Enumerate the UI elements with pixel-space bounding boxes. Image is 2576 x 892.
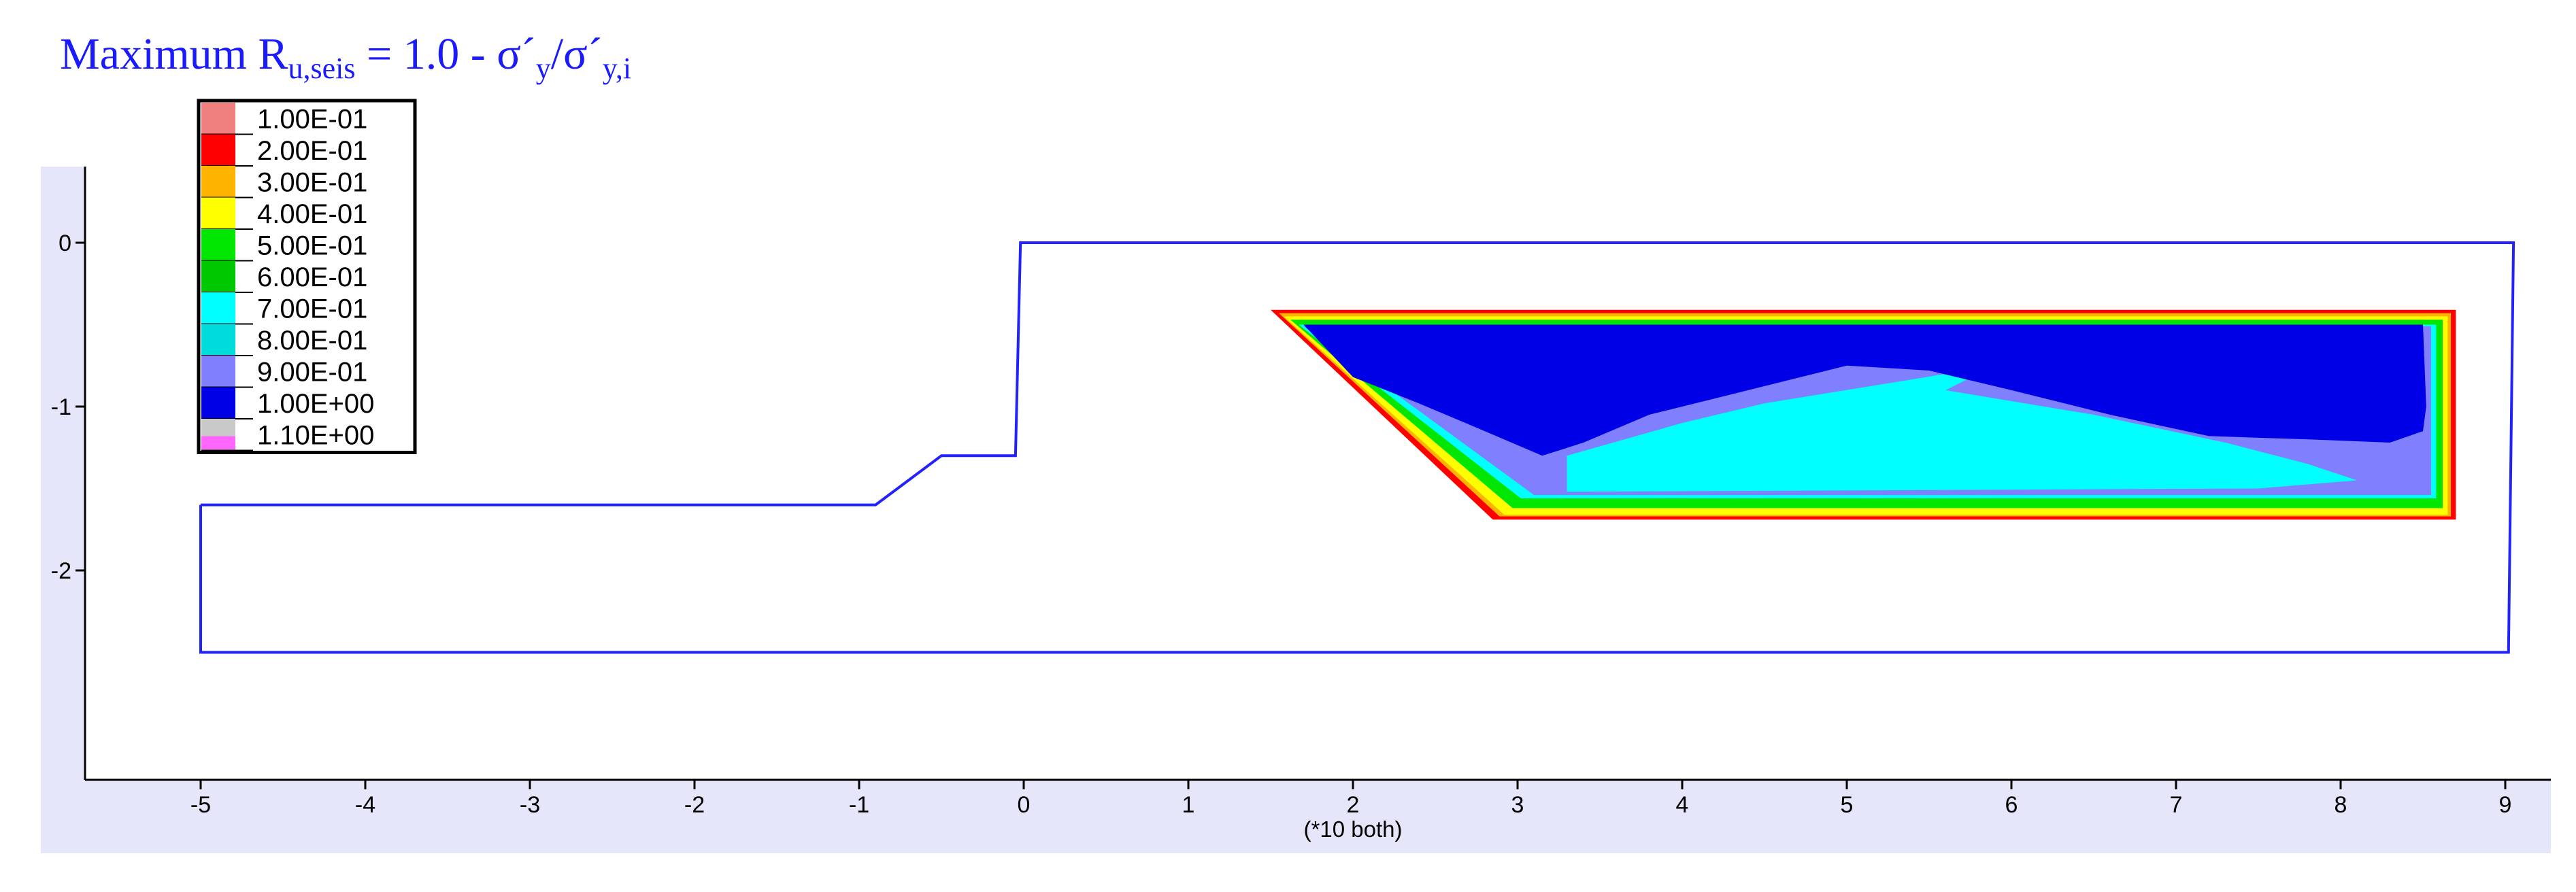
x-tick-label-6: 1 [1182, 792, 1195, 818]
contour-band-6 [1567, 365, 2358, 492]
x-tick-label-11: 6 [2005, 792, 2018, 818]
contour-band-7 [1303, 324, 2426, 456]
title-prefix-subscript: u,seis [288, 52, 356, 85]
model-boundary-line [199, 241, 2515, 654]
axis-scale-note: (*10 both) [1304, 817, 1403, 842]
legend-swatch-6 [201, 292, 235, 324]
legend-label-9: 1.00E+00 [257, 389, 374, 419]
contour-bands [1271, 309, 2456, 520]
legend-label-4: 5.00E-01 [257, 230, 367, 260]
legend-label-0: 1.00E-01 [257, 104, 367, 134]
legend-swatch-7 [201, 324, 235, 356]
title-slash: /σ´ [550, 29, 603, 79]
title-y-subscript: y [535, 52, 551, 85]
legend-label-7: 8.00E-01 [257, 326, 367, 356]
x-tick-label-2: -3 [520, 792, 540, 818]
legend-label-6: 7.00E-01 [257, 294, 367, 324]
x-tick-label-14: 9 [2499, 792, 2512, 818]
y-tick-label-2: -2 [51, 558, 71, 584]
legend-swatch-5 [201, 260, 235, 292]
legend-swatch-1 [201, 134, 235, 166]
x-tick-label-10: 5 [1841, 792, 1854, 818]
y-tick-label-1: -1 [51, 394, 71, 420]
legend-label-8: 9.00E-01 [257, 357, 367, 387]
x-tick-label-5: 0 [1018, 792, 1031, 818]
legend-label-5: 6.00E-01 [257, 262, 367, 292]
legend-label-1: 2.00E-01 [257, 136, 367, 166]
x-tick-label-1: -4 [355, 792, 375, 818]
x-tick-label-13: 8 [2335, 792, 2347, 818]
y-tick-label-0: 0 [58, 230, 71, 256]
title-middle: = 1.0 - σ´ [355, 29, 536, 79]
legend-label-10: 1.10E+00 [257, 420, 374, 450]
chart-title: Maximum Ru,seis = 1.0 - σ´y/σ´y,i [60, 29, 631, 86]
legend-swatch-2 [201, 166, 235, 198]
legend-label-2: 3.00E-01 [257, 167, 367, 197]
x-tick-label-4: -1 [849, 792, 869, 818]
x-tick-label-0: -5 [190, 792, 211, 818]
title-yi-subscript: y,i [602, 52, 632, 85]
x-tick-label-3: -2 [684, 792, 705, 818]
x-tick-label-9: 4 [1676, 792, 1689, 818]
axes: -5 -4 -3 -2 -1 0 1 2 3 4 5 6 7 8 9 0 -1 -2 [51, 167, 2551, 818]
x-tick-label-7: 2 [1347, 792, 1360, 818]
legend-label-3: 4.00E-01 [257, 199, 367, 229]
legend-swatch-4 [201, 229, 235, 261]
x-tick-label-12: 7 [2170, 792, 2183, 818]
legend: 1.00E-012.00E-013.00E-014.00E-015.00E-01… [197, 99, 417, 454]
legend-swatch-8 [201, 356, 235, 388]
title-prefix: Maximum R [60, 29, 288, 79]
legend-swatch-9 [201, 387, 235, 419]
legend-swatch-0 [201, 103, 235, 135]
legend-swatch-extra [201, 436, 235, 450]
x-tick-label-8: 3 [1511, 792, 1524, 818]
legend-swatch-3 [201, 197, 235, 229]
